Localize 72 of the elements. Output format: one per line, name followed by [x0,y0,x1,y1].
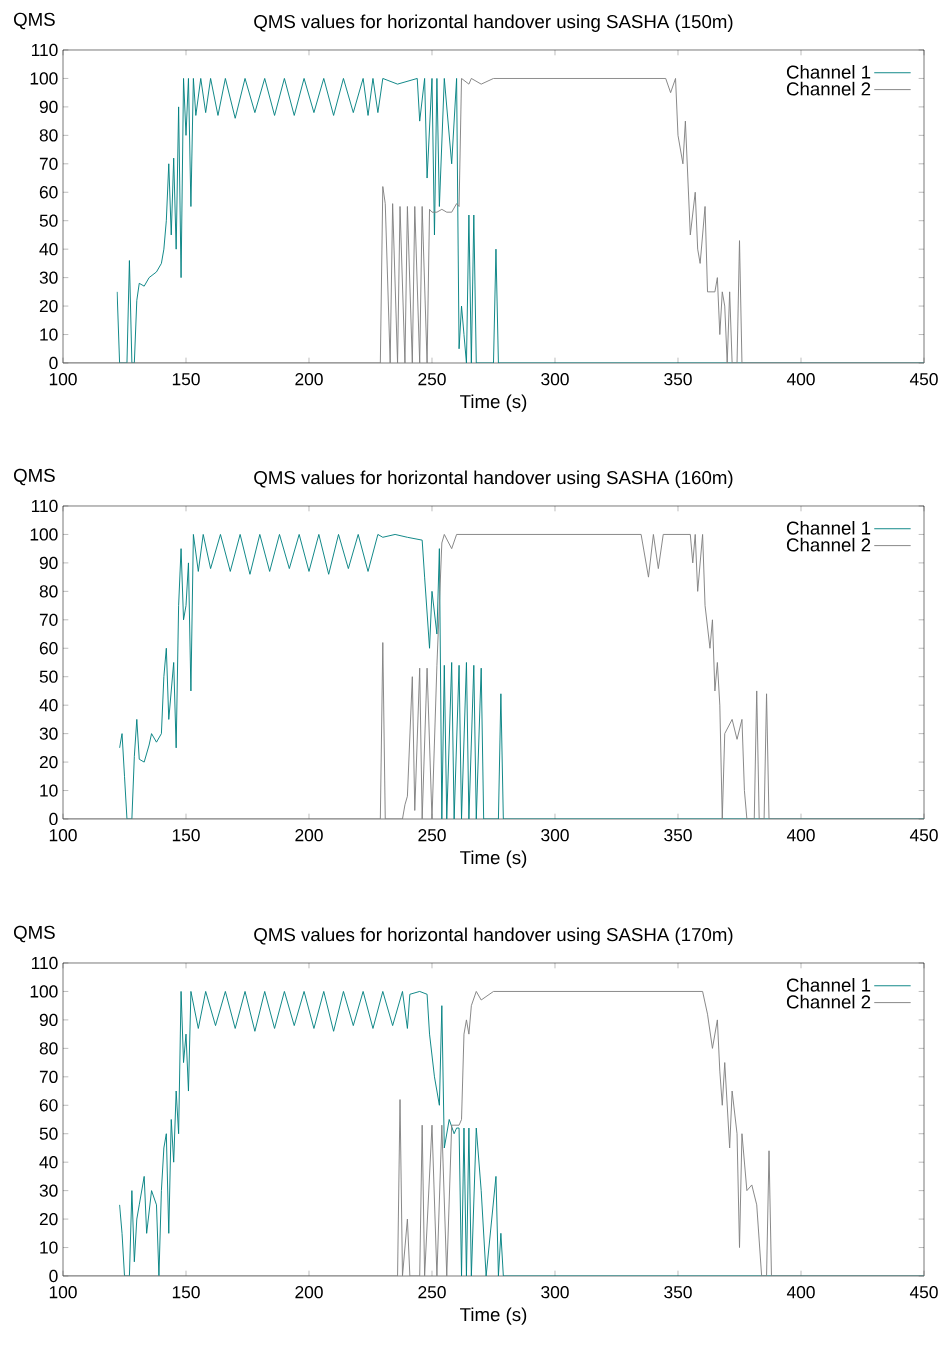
y-tick-label: 0 [49,1269,58,1283]
x-tick-label: 450 [909,373,938,386]
x-tick-label: 150 [172,1286,200,1299]
y-tick-label: 20 [39,1212,58,1226]
x-tick-label: 450 [909,1286,938,1299]
chart-title: QMS values for horizontal handover using SASHA (170m) [254,927,733,945]
y-tick-label: 50 [39,214,58,227]
y-tick-label: 110 [31,956,58,970]
x-tick-label: 150 [172,829,200,842]
y-tick-label: 90 [39,556,58,570]
y-tick-label: 40 [39,243,58,256]
y-tick-label: 100 [30,528,58,541]
y-axis-title: QMS [13,468,55,486]
x-tick-label: 300 [541,373,569,386]
y-tick-label: 110 [31,499,58,513]
y-tick-label: 110 [31,43,58,57]
x-tick-label: 200 [295,1286,323,1299]
y-tick-label: 70 [39,1070,58,1083]
x-tick-label: 150 [172,373,200,386]
legend-label: Channel 1 [786,977,871,992]
y-tick-label: 40 [39,699,58,712]
x-tick-label: 400 [786,1286,815,1299]
legend-label: Channel 2 [786,81,871,96]
y-tick-label: 10 [40,1241,58,1254]
y-tick-label: 30 [39,271,58,284]
y-axis-title: QMS [13,12,55,30]
x-axis-title: Time (s) [460,850,527,868]
x-tick-label: 400 [786,829,815,842]
chart-title: QMS values for horizontal handover using SASHA (160m) [254,470,733,488]
y-tick-label: 60 [39,1099,58,1112]
x-tick-label: 300 [541,1286,569,1299]
y-tick-label: 100 [30,985,58,998]
x-tick-label: 300 [541,829,569,842]
y-tick-label: 90 [39,100,58,114]
legend-label: Channel 2 [786,537,871,552]
legend-label: Channel 2 [786,994,871,1009]
y-tick-label: 50 [39,1127,58,1140]
y-tick-label: 60 [39,642,58,655]
x-tick-label: 250 [418,829,446,842]
y-tick-label: 80 [39,1042,58,1055]
x-tick-label: 350 [664,829,692,842]
y-axis-title: QMS [13,925,55,943]
x-tick-label: 200 [295,373,323,386]
x-axis-title: Time (s) [460,1307,527,1325]
x-tick-label: 250 [418,373,446,386]
x-tick-label: 400 [786,373,815,386]
y-tick-label: 30 [39,1184,58,1197]
y-tick-label: 60 [39,186,58,199]
y-tick-label: 10 [40,328,58,341]
chart-title: QMS values for horizontal handover using SASHA (150m) [254,14,733,32]
x-tick-label: 250 [418,1286,446,1299]
y-tick-label: 80 [39,129,58,142]
x-tick-label: 350 [664,373,692,386]
y-tick-label: 70 [39,613,58,626]
y-tick-label: 20 [39,755,58,769]
legend-label: Channel 1 [786,64,871,79]
y-tick-label: 50 [39,670,58,683]
x-tick-label: 350 [664,1286,692,1299]
x-axis-title: Time (s) [460,394,527,412]
y-tick-label: 80 [39,585,58,598]
x-tick-label: 200 [295,829,323,842]
y-tick-label: 0 [49,356,58,370]
y-tick-label: 90 [39,1013,58,1027]
legend-label: Channel 1 [786,520,871,535]
y-tick-label: 0 [49,812,58,826]
y-tick-label: 20 [39,299,58,313]
y-tick-label: 100 [30,72,58,85]
y-tick-label: 40 [39,1156,58,1169]
x-tick-label: 450 [909,829,938,842]
y-tick-label: 10 [40,784,58,797]
y-tick-label: 30 [39,727,58,740]
y-tick-label: 70 [39,157,58,170]
